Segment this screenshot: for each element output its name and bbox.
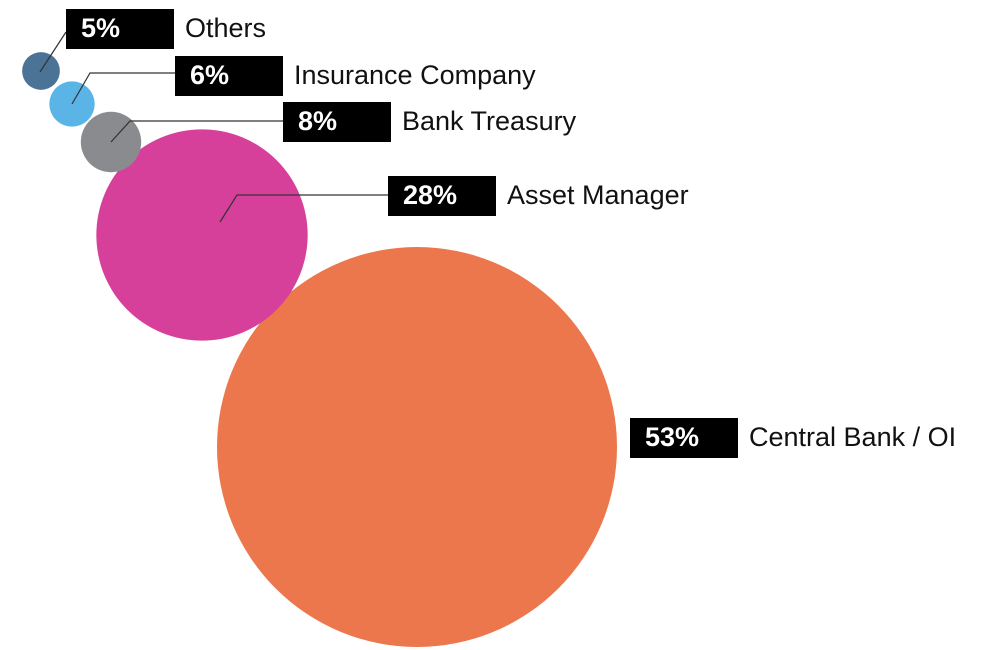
label-box bbox=[388, 176, 496, 216]
value-label: 8% bbox=[298, 106, 337, 136]
category-label: Bank Treasury bbox=[402, 106, 577, 136]
value-label: 5% bbox=[81, 13, 120, 43]
category-label: Others bbox=[185, 13, 266, 43]
leader-line bbox=[219, 194, 388, 223]
category-label: Central Bank / OI bbox=[749, 422, 956, 452]
label-box bbox=[630, 418, 738, 458]
label-box bbox=[66, 9, 174, 49]
category-label: Asset Manager bbox=[507, 180, 689, 210]
leader-line bbox=[39, 31, 67, 73]
category-label: Insurance Company bbox=[294, 60, 536, 90]
bubble bbox=[96, 129, 308, 341]
label-box bbox=[283, 102, 391, 142]
bubble bbox=[217, 247, 617, 647]
value-label: 28% bbox=[403, 180, 457, 210]
value-label: 53% bbox=[645, 422, 699, 452]
label-box bbox=[175, 56, 283, 96]
leader-line bbox=[71, 72, 175, 105]
leader-line bbox=[110, 120, 283, 143]
value-label: 6% bbox=[190, 60, 229, 90]
